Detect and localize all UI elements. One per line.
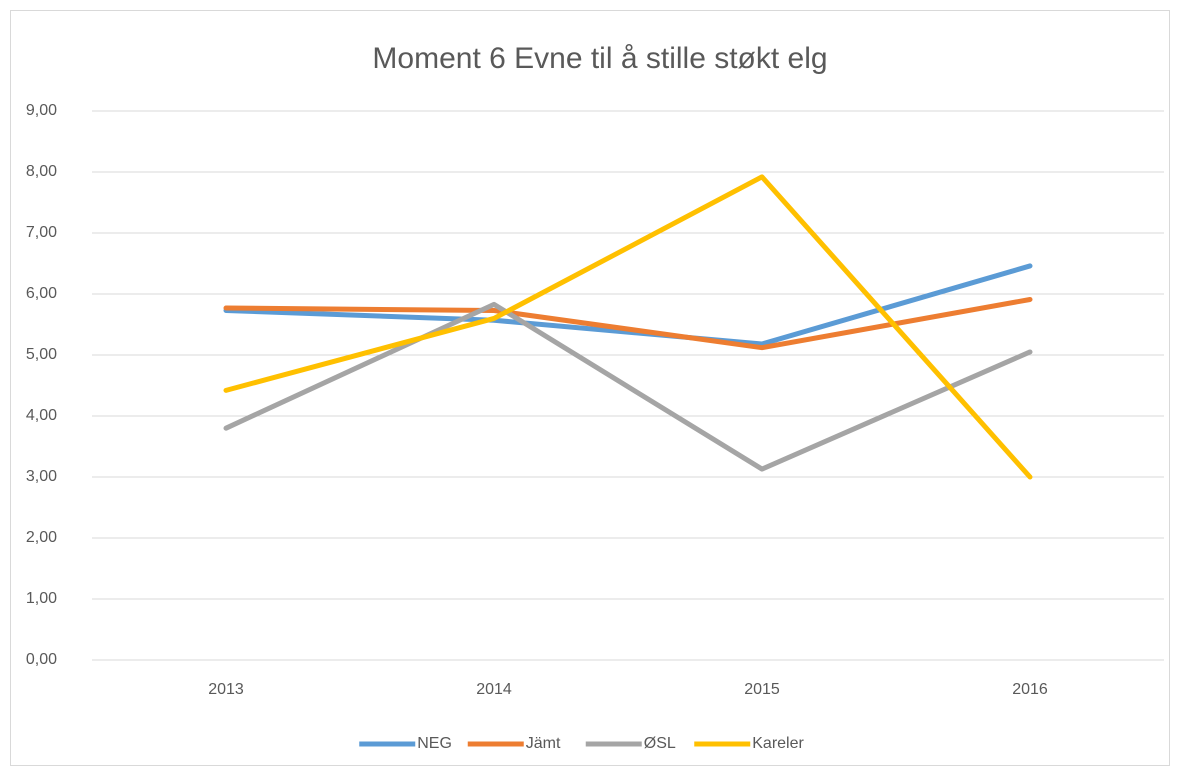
series-line <box>223 174 1033 480</box>
x-tick-label: 2016 <box>1012 681 1048 698</box>
legend-label: Kareler <box>752 735 804 752</box>
y-tick-label: 7,00 <box>26 224 57 241</box>
y-tick-label: 3,00 <box>26 468 57 485</box>
y-tick-label: 6,00 <box>26 285 57 302</box>
series-line <box>223 263 1033 347</box>
chart-frame <box>10 10 1170 766</box>
x-tick-label: 2014 <box>476 681 512 698</box>
y-tick-label: 8,00 <box>26 163 57 180</box>
series-line <box>223 301 1033 472</box>
x-tick-label: 2013 <box>208 681 244 698</box>
y-tick-label: 2,00 <box>26 529 57 546</box>
y-tick-label: 9,00 <box>26 102 57 119</box>
legend-label: Jämt <box>526 735 561 752</box>
y-tick-label: 4,00 <box>26 407 57 424</box>
y-tick-label: 1,00 <box>26 590 57 607</box>
y-tick-label: 5,00 <box>26 346 57 363</box>
y-tick-label: 0,00 <box>26 651 57 668</box>
chart-title: Moment 6 Evne til å stille støkt elg <box>372 42 827 75</box>
legend-label: NEG <box>417 735 452 752</box>
x-tick-label: 2015 <box>744 681 780 698</box>
legend-label: ØSL <box>644 735 676 752</box>
